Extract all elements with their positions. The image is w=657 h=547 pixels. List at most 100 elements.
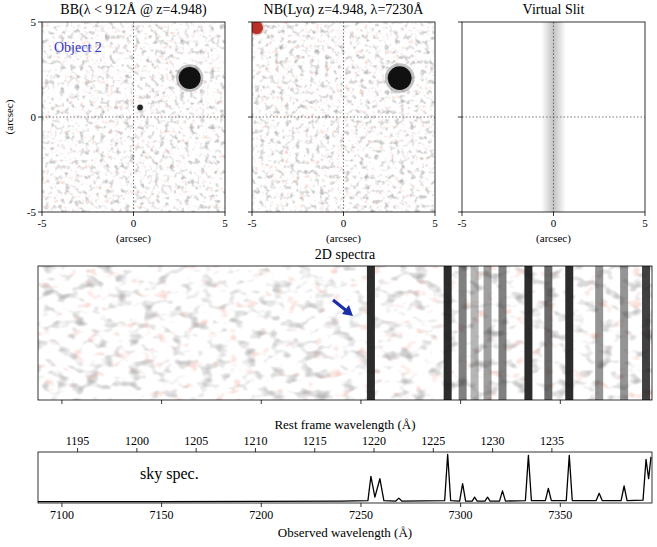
x-axis-title: Observed wavelength (Å) <box>278 525 412 540</box>
noise <box>252 22 435 212</box>
noise <box>42 22 225 212</box>
spectrum-2d-area <box>38 266 652 400</box>
panel-title: BB(λ < 912Å @ z=4.948) <box>60 2 207 18</box>
x2-tick-label: 1215 <box>303 434 327 448</box>
sky-residual <box>620 266 628 400</box>
image-ground <box>42 22 225 212</box>
x-tick-label: 7150 <box>150 508 174 522</box>
sky-residual <box>565 266 573 400</box>
sky-residual <box>444 266 452 400</box>
y-axis-title: (arcsec) <box>3 99 16 134</box>
sky-residual <box>459 266 467 400</box>
x2-tick <box>136 448 137 452</box>
x-tick <box>553 212 554 216</box>
x-tick-label: -5 <box>247 217 257 229</box>
panel-title: 2D spectra <box>315 247 376 262</box>
x-tick-label: 7350 <box>548 508 572 522</box>
x-tick <box>161 400 162 404</box>
x-tick-label: 7100 <box>50 508 74 522</box>
x-tick-label: -5 <box>457 217 467 229</box>
source-halo <box>176 64 203 91</box>
x2-tick-label: 1230 <box>481 434 505 448</box>
frame <box>38 452 652 503</box>
frame <box>462 22 645 212</box>
sky-residual <box>524 266 532 400</box>
sky-label: sky spec. <box>140 465 199 483</box>
x-tick <box>460 400 461 404</box>
y-tick <box>38 212 42 213</box>
source-halo <box>385 63 415 93</box>
arrow <box>333 300 353 316</box>
noise <box>38 266 652 400</box>
x2-tick <box>433 448 434 452</box>
x-tick-label: 0 <box>131 217 137 229</box>
background <box>0 0 657 547</box>
y-tick <box>458 212 462 213</box>
x-tick-label: 5 <box>642 217 648 229</box>
x-tick-label: 5 <box>222 217 228 229</box>
object-label: Object 2 <box>54 40 102 55</box>
x2-tick-label: 1205 <box>184 434 208 448</box>
sky-spectrum <box>38 454 651 501</box>
x-axis-title: (arcsec) <box>116 232 151 245</box>
y-tick <box>38 22 42 23</box>
source <box>179 67 201 89</box>
x-tick-label: 5 <box>432 217 438 229</box>
y-tick-label: -5 <box>27 206 37 218</box>
x-axis-title: (arcsec) <box>536 232 571 245</box>
x2-tick-label: 1220 <box>362 434 386 448</box>
frame <box>42 22 225 212</box>
sky-residual <box>367 266 375 400</box>
x2-tick <box>374 448 375 452</box>
x-tick-label: 7200 <box>249 508 273 522</box>
x-tick-label: 7300 <box>449 508 473 522</box>
x2-tick <box>492 448 493 452</box>
x-tick <box>645 212 646 216</box>
x-tick <box>225 212 226 216</box>
x-tick <box>133 212 134 216</box>
x2-tick <box>77 448 78 452</box>
x-tick <box>42 212 43 216</box>
x-tick <box>343 212 344 216</box>
x2-tick-label: 1195 <box>66 434 90 448</box>
image-area <box>462 22 645 212</box>
panel-title: Virtual Slit <box>523 2 585 17</box>
x-tick <box>252 212 253 216</box>
x2-tick-label: 1210 <box>243 434 267 448</box>
x-tick <box>261 503 262 507</box>
frame <box>38 266 652 400</box>
y-tick <box>458 22 462 23</box>
x-tick-label: 7250 <box>349 508 373 522</box>
panel-title: NB(Lyα) z=4.948, λ=7230Å <box>264 2 425 18</box>
sky-plot-area <box>38 454 651 501</box>
source <box>252 22 263 34</box>
x-tick-label: -5 <box>37 217 47 229</box>
sky-residual <box>471 266 479 400</box>
sky-residual <box>484 266 492 400</box>
source-halo <box>252 22 265 36</box>
y-tick-label: 0 <box>31 111 37 123</box>
x-tick <box>161 503 162 507</box>
crosshair <box>42 117 225 118</box>
x-tick <box>462 212 463 216</box>
image-area <box>252 22 435 212</box>
sky-residual <box>595 266 603 400</box>
x-tick-label: 0 <box>551 217 557 229</box>
x-tick <box>261 400 262 404</box>
source <box>137 105 142 110</box>
source-halo <box>137 104 144 111</box>
arrow-head <box>342 305 353 316</box>
x2-tick-label: 1200 <box>125 434 149 448</box>
x-tick <box>560 400 561 404</box>
y-tick <box>248 117 252 118</box>
source <box>388 66 412 90</box>
x-tick <box>460 503 461 507</box>
x-axis-title: (arcsec) <box>326 232 361 245</box>
image-ground <box>462 22 645 212</box>
y-tick <box>38 117 42 118</box>
y-tick <box>458 117 462 118</box>
sky-residual <box>642 266 650 400</box>
y-tick-label: 5 <box>31 16 37 28</box>
figure: -5 0 5 -5 0 5 BB(λ < 912Å @ z=4.948) (arcsec) (a… <box>0 0 657 547</box>
x2-tick-label: 1235 <box>540 434 564 448</box>
